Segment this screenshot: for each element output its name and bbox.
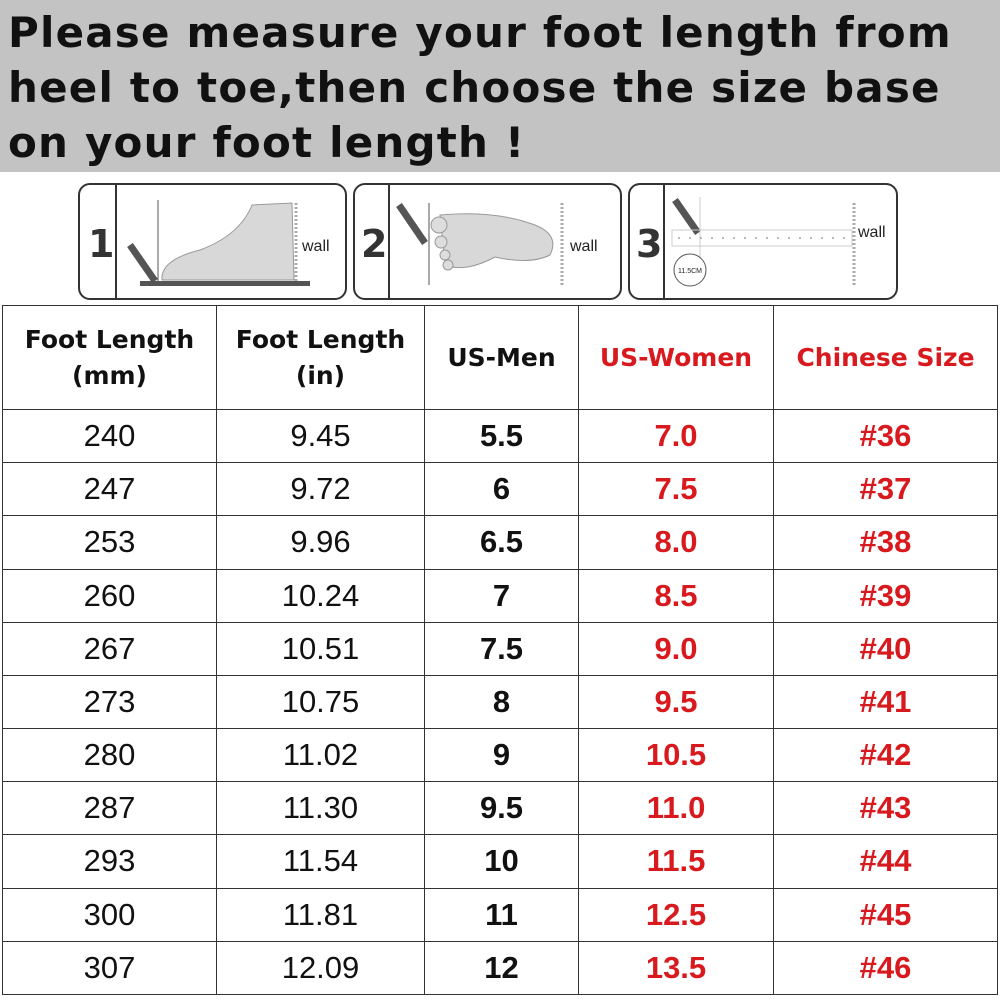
cell-foot-mm: 273 [2, 674, 217, 730]
cell-chinese-size: #42 [773, 728, 998, 783]
header-foot-length-mm: Foot Length (mm) [2, 305, 217, 410]
cell-us-men: 5.5 [424, 408, 579, 464]
table-row: 300 11.81 11 12.5 #45 [2, 887, 998, 942]
table-row: 287 11.30 9.5 11.0 #43 [2, 781, 998, 836]
foot-side-illustration: 1 wall [88, 185, 330, 298]
table-row: 280 11.02 9 10.5 #42 [2, 728, 998, 783]
cell-us-men: 11 [424, 887, 579, 942]
cell-chinese-size: #40 [773, 621, 998, 676]
cell-foot-in: 10.75 [216, 674, 425, 730]
header-text: Foot Length [235, 324, 406, 354]
cell-us-women: 7.0 [578, 408, 774, 464]
step-1-number: 1 [88, 222, 114, 266]
cell-foot-mm: 253 [2, 515, 217, 570]
wall-label: wall [857, 224, 886, 241]
cell-foot-mm: 240 [2, 408, 217, 464]
cell-us-women: 8.5 [578, 568, 774, 623]
size-table: Foot Length (mm) Foot Length (in) US-Men U… [2, 305, 998, 996]
cell-foot-in: 10.24 [216, 568, 425, 623]
cell-us-women: 8.0 [578, 515, 774, 570]
cell-foot-in: 9.45 [216, 408, 425, 464]
header-foot-length-in: Foot Length (in) [216, 305, 425, 410]
step-2-panel: 2 wall [353, 183, 622, 300]
cell-us-men: 9 [424, 728, 579, 783]
cell-foot-mm: 307 [2, 940, 217, 996]
table-row: 307 12.09 12 13.5 #46 [2, 940, 998, 996]
cell-foot-mm: 293 [2, 834, 217, 889]
cell-chinese-size: #36 [773, 408, 998, 464]
cell-chinese-size: #43 [773, 781, 998, 836]
cell-us-women: 10.5 [578, 728, 774, 783]
cell-foot-mm: 260 [2, 568, 217, 623]
cell-foot-in: 12.09 [216, 940, 425, 996]
cell-chinese-size: #41 [773, 674, 998, 730]
cell-us-women: 7.5 [578, 462, 774, 517]
cell-foot-in: 9.96 [216, 515, 425, 570]
table-row: 253 9.96 6.5 8.0 #38 [2, 515, 998, 570]
cell-foot-in: 11.02 [216, 728, 425, 783]
instruction-line-3: on your foot length ! [8, 118, 526, 167]
header-us-men: US-Men [424, 305, 579, 410]
cell-us-women: 13.5 [578, 940, 774, 996]
cell-us-women: 9.0 [578, 621, 774, 676]
cell-chinese-size: #37 [773, 462, 998, 517]
cell-us-women: 9.5 [578, 674, 774, 730]
step-1-panel: 1 wall [78, 183, 347, 300]
header-unit: (in) [295, 360, 346, 390]
cell-foot-mm: 267 [2, 621, 217, 676]
cell-us-men: 9.5 [424, 781, 579, 836]
header-us-women: US-Women [578, 305, 774, 410]
header-unit: (mm) [72, 360, 147, 390]
cell-foot-mm: 300 [2, 887, 217, 942]
wall-label: wall [301, 238, 330, 255]
table-header-row: Foot Length (mm) Foot Length (in) US-Men U… [2, 305, 998, 410]
cell-chinese-size: #44 [773, 834, 998, 889]
cell-foot-in: 11.54 [216, 834, 425, 889]
cell-us-women: 11.5 [578, 834, 774, 889]
table-row: 267 10.51 7.5 9.0 #40 [2, 621, 998, 676]
instruction-banner: Please measure your foot length from hee… [0, 0, 1000, 172]
measurement-label: 11.5CM [678, 268, 702, 275]
table-row: 240 9.45 5.5 7.0 #36 [2, 408, 998, 464]
cell-us-men: 7 [424, 568, 579, 623]
cell-us-men: 7.5 [424, 621, 579, 676]
cell-us-men: 8 [424, 674, 579, 730]
table-row: 260 10.24 7 8.5 #39 [2, 568, 998, 623]
cell-foot-in: 11.30 [216, 781, 425, 836]
table-row: 273 10.75 8 9.5 #41 [2, 674, 998, 730]
header-text: Foot Length [24, 324, 195, 354]
cell-us-women: 12.5 [578, 887, 774, 942]
cell-foot-in: 9.72 [216, 462, 425, 517]
cell-us-men: 6.5 [424, 515, 579, 570]
instruction-line-2: heel to toe,then choose the size base [8, 63, 941, 112]
step-3-number: 3 [636, 222, 662, 266]
foot-top-illustration: 2 wall [361, 185, 598, 298]
cell-chinese-size: #46 [773, 940, 998, 996]
cell-chinese-size: #39 [773, 568, 998, 623]
cell-us-women: 11.0 [578, 781, 774, 836]
step-2-number: 2 [361, 222, 387, 266]
cell-us-men: 6 [424, 462, 579, 517]
cell-foot-mm: 247 [2, 462, 217, 517]
cell-chinese-size: #45 [773, 887, 998, 942]
table-row: 247 9.72 6 7.5 #37 [2, 462, 998, 517]
step-3-panel: 3 11.5CM wall [628, 183, 898, 300]
cell-foot-in: 10.51 [216, 621, 425, 676]
cell-chinese-size: #38 [773, 515, 998, 570]
instruction-line-1: Please measure your foot length from [8, 8, 952, 57]
table-row: 293 11.54 10 11.5 #44 [2, 834, 998, 889]
cell-us-men: 10 [424, 834, 579, 889]
cell-foot-in: 11.81 [216, 887, 425, 942]
cell-foot-mm: 280 [2, 728, 217, 783]
ruler-illustration: 3 11.5CM wall [636, 185, 886, 298]
cell-us-men: 12 [424, 940, 579, 996]
cell-foot-mm: 287 [2, 781, 217, 836]
wall-label: wall [569, 238, 598, 255]
header-chinese-size: Chinese Size [773, 305, 998, 410]
